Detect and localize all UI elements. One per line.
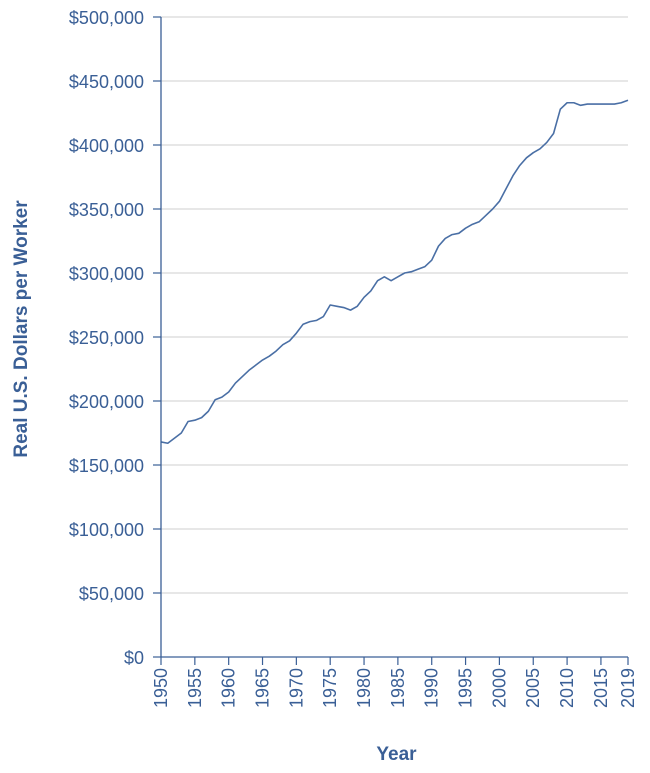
x-axis-title: Year <box>376 744 417 765</box>
x-tick-label: 1990 <box>422 668 442 708</box>
y-axis-ticks: $0 $50,000 $100,000 $150,000 $200,000 $250,00… <box>69 8 161 668</box>
series-line <box>160 99 629 445</box>
y-tick-label: $200,000 <box>69 392 144 412</box>
x-tick-label: 2019 <box>618 668 638 708</box>
y-tick-label: $400,000 <box>69 136 144 156</box>
y-tick-label: $0 <box>124 648 144 668</box>
y-tick-label: $500,000 <box>69 8 144 28</box>
x-tick-label: 2015 <box>591 668 611 708</box>
x-tick-label: 1985 <box>388 668 408 708</box>
x-tick-label: 1955 <box>185 668 205 708</box>
y-axis-title: Real U.S. Dollars per Worker <box>11 200 32 458</box>
y-tick-label: $250,000 <box>69 328 144 348</box>
x-tick-label: 1970 <box>286 668 306 708</box>
x-tick-label: 1995 <box>456 668 476 708</box>
x-tick-label: 1950 <box>151 668 171 708</box>
x-axis-ticks: 1950 1955 1960 1965 1970 1975 1980 1985 1990 1995… <box>151 657 638 708</box>
x-tick-label: 1980 <box>354 668 374 708</box>
y-tick-label: $350,000 <box>69 200 144 220</box>
y-tick-label: $450,000 <box>69 72 144 92</box>
x-tick-label: 2000 <box>489 668 509 708</box>
y-tick-label: $300,000 <box>69 264 144 284</box>
y-tick-label: $50,000 <box>79 584 144 604</box>
x-tick-label: 1965 <box>253 668 273 708</box>
x-tick-label: 2005 <box>523 668 543 708</box>
x-tick-label: 2010 <box>557 668 577 708</box>
x-tick-label: 1975 <box>320 668 340 708</box>
y-tick-label: $150,000 <box>69 456 144 476</box>
x-tick-label: 1960 <box>219 668 239 708</box>
grid-lines <box>161 16 628 594</box>
y-tick-label: $100,000 <box>69 520 144 540</box>
